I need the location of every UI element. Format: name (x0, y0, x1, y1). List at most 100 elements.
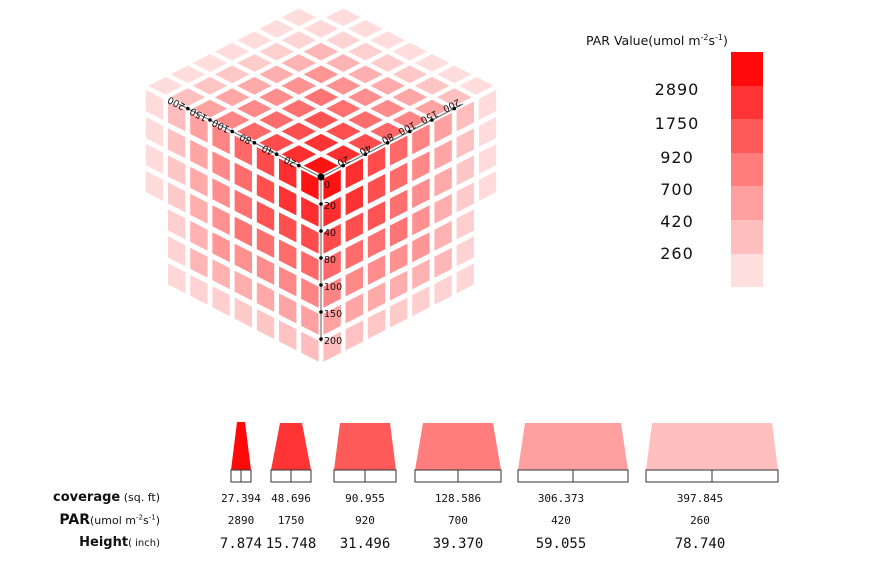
left-face-tile (234, 270, 252, 301)
top-face-tile (281, 76, 317, 95)
par-row-label: PAR(umol m-2s-1) (59, 512, 160, 528)
vertical-axis-tick-label: 20 (324, 201, 336, 212)
right-axis-tick (363, 152, 368, 156)
right-face-fade-tile (478, 117, 497, 147)
right-face-tile (434, 220, 452, 251)
left-face-tile (168, 128, 186, 159)
left-axis-tick-label: 20 (282, 153, 298, 168)
left-face-tile (279, 212, 297, 243)
left-face-tile (301, 223, 319, 254)
legend-swatch (731, 52, 763, 86)
coverage-row-label: coverage (sq. ft) (52, 490, 160, 505)
right-face-tile (367, 201, 386, 231)
top-face-tile (303, 88, 339, 107)
legend-title: PAR Value(umol m-2s-1) (586, 33, 728, 49)
top-face-tile (303, 65, 339, 84)
top-face-tile (370, 99, 405, 118)
right-face-tile (412, 259, 430, 290)
height-cell: 7.874 (219, 536, 263, 552)
legend-label: 2890 (654, 80, 700, 99)
right-face-tile (412, 205, 430, 236)
left-face-fade-tile (145, 90, 164, 120)
left-face-tile (168, 101, 186, 132)
top-face-tile (414, 76, 450, 95)
spread-cone (231, 422, 251, 470)
light-spread-shape (230, 422, 252, 483)
left-face-tile (279, 266, 297, 297)
right-face-tile (390, 297, 408, 328)
top-face-tile (303, 19, 339, 38)
top-face-tile (259, 88, 294, 107)
top-face-tile (392, 65, 428, 84)
left-face-tile (234, 243, 252, 274)
top-face-fade-tile (281, 8, 317, 27)
right-face-tile (345, 293, 363, 324)
right-axis-tick-label: 40 (357, 142, 373, 157)
left-face-tile (190, 247, 208, 278)
top-face-tile (237, 99, 272, 118)
left-face-tile (256, 174, 275, 204)
vertical-axis-tick (319, 202, 323, 206)
top-face-tile (348, 65, 383, 84)
left-face-tile (234, 216, 252, 247)
top-face-fade-tile (170, 65, 206, 84)
top-face-tile (281, 54, 317, 72)
left-face-tile (234, 135, 252, 166)
left-face-tile (256, 282, 275, 312)
right-face-tile (345, 158, 363, 189)
par-cell: 700 (448, 514, 468, 527)
vertical-axis-tick-label: 200 (324, 336, 342, 347)
top-face-tile (303, 42, 339, 61)
left-face-tile (212, 178, 230, 209)
right-face-tile (456, 101, 474, 132)
top-face-tile (281, 122, 317, 141)
right-face-tile (412, 286, 430, 317)
left-face-tile (256, 147, 275, 177)
legend-swatch (731, 186, 763, 220)
right-face-tile (456, 155, 474, 186)
right-face-tile (323, 277, 341, 308)
spread-cone (518, 423, 628, 470)
legend-swatch (731, 219, 763, 254)
right-axis-tick (452, 106, 457, 111)
height-cell: 39.370 (432, 536, 484, 552)
right-face-tile (456, 128, 474, 159)
vertical-axis-tick (319, 229, 323, 233)
height-cell: 59.055 (535, 536, 587, 552)
vertical-axis-tick-label: 100 (324, 282, 342, 293)
right-axis-tick-label: 80 (379, 130, 395, 145)
right-axis-tick (408, 129, 412, 134)
right-face-tile (434, 112, 452, 143)
right-face-tile (323, 169, 341, 200)
coverage-cell: 128.586 (434, 492, 482, 505)
left-face-tile (256, 255, 275, 285)
top-face-tile (325, 122, 361, 141)
right-face-tile (345, 185, 363, 216)
right-face-tile (456, 236, 474, 267)
left-face-tile (279, 320, 297, 351)
top-face-tile (259, 42, 294, 61)
legend-color-bar (731, 52, 763, 288)
left-face-tile (168, 155, 186, 186)
top-face-tile (214, 88, 250, 107)
right-axis-tick (385, 141, 390, 145)
left-face-tile (234, 189, 252, 220)
left-face-tile (190, 220, 208, 251)
legend-swatch (731, 119, 763, 153)
right-face-tile (367, 228, 386, 258)
left-face-tile (190, 274, 208, 305)
top-face-fade-tile (436, 65, 472, 84)
right-axis-tick-label: 20 (335, 153, 351, 168)
par-cell: 2890 (227, 514, 255, 527)
top-face-fade-tile (370, 31, 405, 50)
cube-tiles (145, 8, 497, 362)
top-face-tile (170, 88, 206, 107)
left-face-fade-tile (145, 171, 164, 201)
top-face-tile (259, 133, 294, 152)
top-face-fade-tile (459, 76, 494, 95)
coverage-cell: 90.955 (345, 492, 385, 505)
spread-cone (271, 423, 311, 470)
top-face-tile (348, 42, 383, 61)
top-face-tile (370, 122, 405, 141)
